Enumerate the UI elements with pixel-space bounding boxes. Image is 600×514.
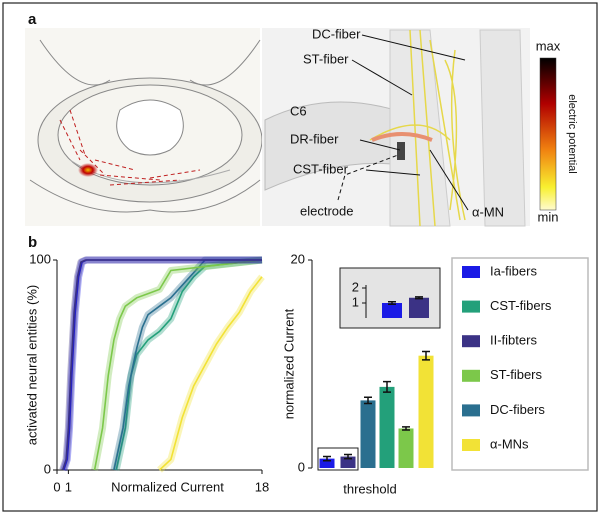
error-bar [383,380,391,393]
bar [398,428,414,468]
series-band [110,256,262,471]
legend-label: ST-fibers [490,367,543,382]
error-bar [388,301,396,305]
bar [409,297,429,318]
inset-source-box [317,447,359,471]
error-bar [344,453,352,460]
colorbar-min: min [538,209,559,224]
legend [451,257,589,471]
y-tick-label: 0 [44,461,51,476]
x-tick-label: 0 [53,479,60,494]
series-band [59,256,262,472]
series-line [93,259,263,471]
panel-label: b [28,234,37,251]
callout-lines [337,34,469,211]
x-axis-label: threshold [343,481,396,496]
legend-swatch [462,404,480,417]
legend-label: CST-fibers [490,298,552,313]
series-line [113,259,262,471]
legend-swatch [462,266,480,278]
y-tick-label: 1 [352,294,359,309]
y-tick-label: 100 [29,251,51,266]
panel-label: a [28,11,37,28]
series-line [158,276,263,471]
error-bar [422,350,430,361]
cervical-render [262,28,530,227]
error-bar [323,455,331,462]
illus-label: CST-fiber [293,161,349,176]
error-bar [364,396,372,405]
x-tick-label: 1 [65,479,72,494]
illus-label: DR-fiber [290,131,339,146]
bar [382,303,402,318]
illus-label: DC-fiber [312,26,361,41]
bar [340,456,356,468]
illus-label: ST-fiber [303,51,349,66]
y-axis-label: normalized Current [281,308,296,419]
series-band [60,256,262,472]
series-line [115,259,263,471]
illus-label: electrode [300,203,353,218]
illus-label: α-MN [472,204,504,219]
legend-swatch [462,300,480,313]
bar [319,458,335,468]
error-bar [415,296,423,300]
series-line [61,259,262,471]
y-tick-label: 2 [352,279,359,294]
series-line [63,259,262,471]
legend-swatch [462,439,480,451]
y-axis-label: activated neural entities (%) [24,285,39,445]
colorbar-title: electric potential [566,94,578,174]
error-bar [402,426,410,431]
y-tick-label: 0 [298,459,305,474]
colorbar [539,57,557,211]
legend-label: α-MNs [490,436,529,451]
bar [418,355,434,468]
legend-label: DC-fibers [490,402,545,417]
bar [360,400,376,468]
legend-label: Ia-fibers [490,263,537,278]
legend-label: II-fibters [490,333,537,348]
bar [379,386,395,468]
x-axis-label: Normalized Current [111,479,224,494]
series-band [112,256,263,471]
x-tick-label: 18 [255,479,269,494]
colorbar-max: max [536,38,561,53]
spinal-cross-section [25,28,263,226]
illus-label: C6 [290,103,307,118]
legend-swatch [462,335,480,348]
legend-swatch [462,369,480,382]
y-tick-label: 20 [291,251,305,266]
